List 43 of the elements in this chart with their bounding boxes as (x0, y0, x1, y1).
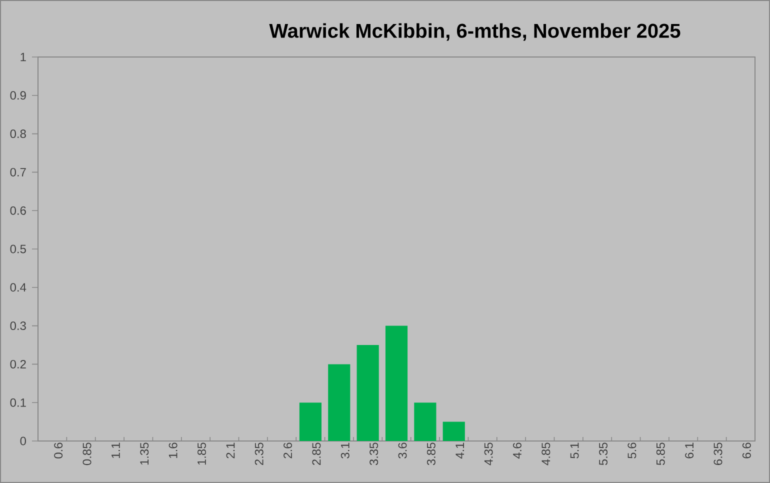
x-tick-label: 0.6 (54, 442, 63, 458)
y-tick-label: 0.7 (10, 168, 26, 176)
x-tick-label: 5.1 (570, 442, 579, 458)
y-tick-label: 0.2 (10, 360, 26, 368)
x-tick-label: 1.85 (198, 442, 206, 465)
bar (299, 402, 322, 441)
x-tick-label: 4.6 (512, 442, 522, 459)
bar (385, 326, 408, 441)
x-tick-label: 1.1 (112, 442, 120, 458)
x-tick-label: 4.35 (484, 442, 493, 466)
x-tick-label: 2.1 (226, 442, 235, 458)
x-tick-label: 2.35 (254, 442, 264, 465)
y-tick-label: 0.3 (10, 322, 26, 330)
y-tick-label: 0.6 (10, 206, 26, 215)
x-tick-label: 4.85 (542, 442, 550, 466)
bar (414, 402, 436, 441)
x-tick-label: 1.35 (140, 442, 149, 465)
x-tick-label: 1.6 (168, 442, 178, 458)
chart-title: Warwick McKibbin, 6-mths, November 2025 (269, 23, 680, 41)
bar (328, 364, 350, 441)
x-tick-label: 2.6 (284, 442, 292, 458)
x-tick-label: 5.85 (656, 442, 665, 466)
y-tick-label: 0 (20, 436, 26, 446)
bar (442, 422, 465, 441)
x-tick-label: 3.1 (340, 442, 350, 458)
bar (356, 345, 379, 441)
x-tick-label: 2.85 (312, 442, 321, 465)
y-tick-label: 0.8 (10, 130, 26, 138)
y-tick-label: 1 (20, 52, 26, 62)
x-tick-label: 3.6 (398, 442, 407, 458)
x-tick-label: 6.1 (685, 442, 694, 458)
x-tick-label: 3.85 (426, 442, 436, 466)
y-tick-label: 0.4 (10, 283, 26, 292)
x-tick-label: 6.6 (742, 442, 751, 458)
x-tick-label: 0.85 (82, 442, 92, 466)
y-tick-label: 0.5 (10, 244, 26, 254)
x-tick-label: 4.1 (456, 442, 464, 459)
x-tick-label: 6.35 (714, 442, 722, 465)
x-tick-label: 5.6 (628, 442, 636, 458)
x-tick-label: 3.35 (370, 442, 378, 466)
x-tick-label: 5.35 (599, 442, 608, 466)
y-tick-label: 0.1 (10, 398, 26, 407)
y-tick-label: 0.9 (10, 91, 26, 100)
